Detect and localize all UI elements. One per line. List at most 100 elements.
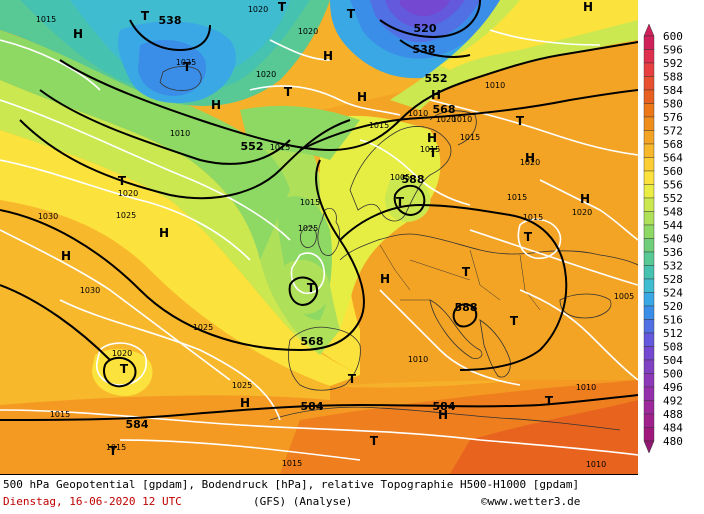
legend-swatch bbox=[643, 359, 655, 374]
high-pressure-label: H bbox=[583, 0, 593, 14]
legend-swatch bbox=[643, 427, 655, 442]
pressure-label: 1015 bbox=[282, 459, 302, 468]
pressure-label: 1015 bbox=[523, 213, 543, 222]
pressure-label: 1010 bbox=[408, 109, 428, 118]
legend-value: 600 bbox=[663, 30, 683, 43]
low-pressure-label: T bbox=[524, 230, 533, 244]
legend-value: 588 bbox=[663, 71, 683, 84]
high-pressure-label: H bbox=[61, 249, 71, 263]
pressure-label: 1005 bbox=[390, 173, 410, 182]
high-pressure-label: H bbox=[211, 98, 221, 112]
legend-value: 504 bbox=[663, 354, 683, 367]
coastlines bbox=[159, 66, 638, 431]
geopotential-contours bbox=[0, 0, 638, 421]
pressure-label: 1025 bbox=[176, 58, 196, 67]
legend-value: 536 bbox=[663, 246, 683, 259]
legend-value: 548 bbox=[663, 206, 683, 219]
pressure-label: 1010 bbox=[452, 115, 472, 124]
pressure-label: 1015 bbox=[106, 443, 126, 452]
legend-swatch bbox=[643, 35, 655, 50]
high-pressure-label: H bbox=[525, 151, 535, 165]
high-pressure-label: H bbox=[380, 272, 390, 286]
low-pressure-label: T bbox=[510, 314, 519, 328]
pressure-label: 1015 bbox=[507, 193, 527, 202]
legend-swatch bbox=[643, 170, 655, 185]
weather-map: 1015102010201025102010101005101010151015… bbox=[0, 0, 638, 474]
geopotential-label: 588 bbox=[402, 173, 425, 186]
legend-arrow-up bbox=[643, 23, 655, 37]
high-pressure-label: H bbox=[159, 226, 169, 240]
legend-swatch bbox=[643, 319, 655, 334]
geopotential-label: 538 bbox=[159, 14, 182, 27]
legend-value: 580 bbox=[663, 98, 683, 111]
model-info: (GFS) (Analyse) bbox=[253, 495, 353, 508]
legend-swatch bbox=[643, 211, 655, 226]
high-pressure-label: H bbox=[357, 90, 367, 104]
legend-swatch bbox=[643, 89, 655, 104]
high-pressure-label: H bbox=[427, 131, 437, 145]
geopotential-label: 568 bbox=[301, 335, 324, 348]
pressure-label: 1015 bbox=[270, 143, 290, 152]
pressure-label: 1010 bbox=[576, 383, 596, 392]
low-pressure-label: T bbox=[307, 281, 316, 295]
copyright-link[interactable]: ©www.wetter3.de bbox=[481, 495, 581, 508]
low-pressure-label: T bbox=[183, 60, 192, 74]
legend-value: 508 bbox=[663, 341, 683, 354]
color-legend: 6005965925885845805765725685645605565525… bbox=[643, 23, 683, 454]
legend-swatch bbox=[643, 305, 655, 320]
high-pressure-label: H bbox=[438, 408, 448, 422]
geopotential-label: 552 bbox=[425, 72, 448, 85]
isobars bbox=[0, 29, 638, 461]
low-pressure-label: T bbox=[109, 444, 118, 458]
legend-swatch bbox=[643, 265, 655, 280]
low-pressure-label: T bbox=[429, 146, 438, 160]
pressure-label: 1015 bbox=[460, 133, 480, 142]
legend-value: 488 bbox=[663, 408, 683, 421]
pressure-label: 1015 bbox=[420, 145, 440, 154]
legend-swatch bbox=[643, 197, 655, 212]
legend-swatch bbox=[643, 143, 655, 158]
pressure-label: 1015 bbox=[369, 121, 389, 130]
legend-swatch bbox=[643, 400, 655, 415]
high-pressure-label: H bbox=[580, 192, 590, 206]
high-pressure-label: H bbox=[431, 88, 441, 102]
legend-value: 524 bbox=[663, 287, 683, 300]
geopotential-label: 584 bbox=[126, 418, 149, 431]
legend-swatch bbox=[643, 332, 655, 347]
pressure-label: 1020 bbox=[248, 5, 268, 14]
pressure-label: 1010 bbox=[170, 129, 190, 138]
legend-swatch bbox=[643, 157, 655, 172]
legend-value: 556 bbox=[663, 179, 683, 192]
legend-value: 592 bbox=[663, 57, 683, 70]
pressure-label: 1005 bbox=[614, 292, 634, 301]
legend-value: 512 bbox=[663, 327, 683, 340]
legend-swatch bbox=[643, 292, 655, 307]
pressure-label: 1010 bbox=[586, 460, 606, 469]
geopotential-label: 520 bbox=[414, 22, 437, 35]
legend-swatch bbox=[643, 278, 655, 293]
legend-value: 492 bbox=[663, 395, 683, 408]
geopotential-label: 538 bbox=[413, 43, 436, 56]
pressure-label: 1020 bbox=[572, 208, 592, 217]
pressure-label: 1020 bbox=[520, 158, 540, 167]
legend-value: 496 bbox=[663, 381, 683, 394]
high-pressure-label: H bbox=[323, 49, 333, 63]
low-pressure-label: T bbox=[462, 265, 471, 279]
legend-value: 564 bbox=[663, 152, 683, 165]
legend-value: 540 bbox=[663, 233, 683, 246]
pressure-label: 1010 bbox=[485, 81, 505, 90]
legend-value: 572 bbox=[663, 125, 683, 138]
pressure-label: 1015 bbox=[36, 15, 56, 24]
map-labels: 1015102010201025102010101005101010151015… bbox=[36, 0, 634, 469]
legend-value: 576 bbox=[663, 111, 683, 124]
legend-swatch bbox=[643, 238, 655, 253]
low-pressure-label: T bbox=[370, 434, 379, 448]
map-footer: 500 hPa Geopotential [gpdam], Bodendruck… bbox=[0, 474, 638, 514]
legend-swatch bbox=[643, 184, 655, 199]
pressure-label: 1015 bbox=[300, 198, 320, 207]
legend-value: 520 bbox=[663, 300, 683, 313]
pressure-label: 1020 bbox=[436, 115, 456, 124]
legend-arrow-down bbox=[643, 440, 655, 454]
pressure-label: 1025 bbox=[232, 381, 252, 390]
legend-swatch bbox=[643, 251, 655, 266]
